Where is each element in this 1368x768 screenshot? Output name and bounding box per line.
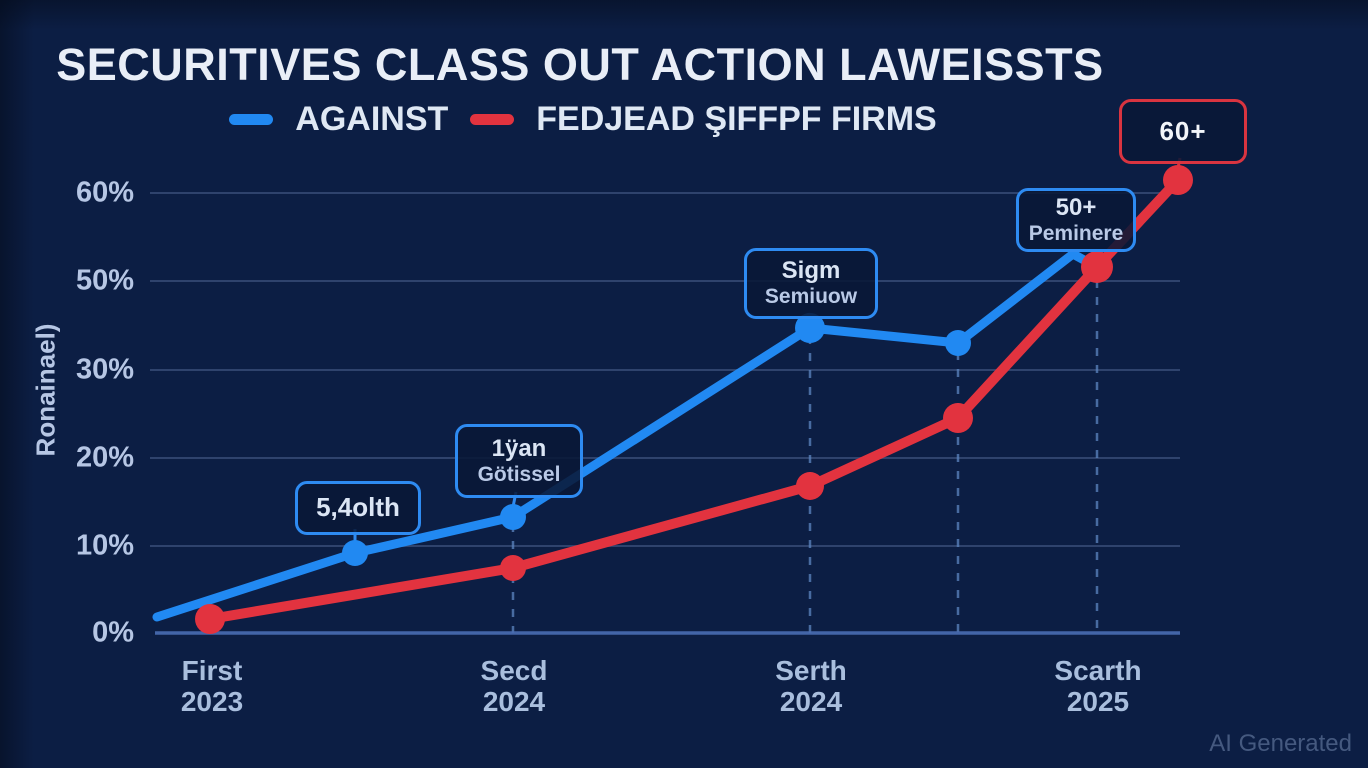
x-axis-label-line: Scarth	[1054, 655, 1142, 686]
series-firms-data-point-dot	[943, 403, 973, 433]
series-against-line	[152, 249, 1100, 622]
series-firms-data-point-dot	[195, 604, 225, 634]
chart-title: SECURITIVES CLASS OUT ACTION LAWEISSTS	[56, 39, 1104, 90]
x-axis-label-line: Serth	[775, 655, 847, 686]
chart-legend: AGAINST FEDJEAD ŞIFFPF FIRMS	[0, 100, 1160, 139]
callout-annotation: 50+ Peminere	[1016, 188, 1136, 252]
x-axis-label-line: 2023	[180, 686, 244, 717]
callout-text-line: Peminere	[1028, 221, 1124, 245]
callout-text-line: 5,4olth	[316, 492, 400, 523]
series-firms-data-point-dot	[1163, 165, 1193, 195]
x-axis-label-line: 2024	[482, 686, 546, 717]
series-against-data-point-dot	[945, 330, 971, 356]
chart-header: SECURITIVES CLASS OUT ACTION LAWEISSTS A…	[0, 42, 1160, 139]
callout-annotation: 1ÿan Götissel	[455, 424, 583, 498]
x-axis-label-line: 2024	[779, 686, 843, 717]
callout-text-line: Semiuow	[764, 285, 858, 309]
legend-label-firms: FEDJEAD ŞIFFPF FIRMS	[536, 100, 937, 138]
legend-label-against: AGAINST	[295, 100, 449, 138]
callout-text-line: 50+	[1055, 193, 1097, 221]
y-axis-title: Ronainael)	[30, 323, 61, 457]
y-axis-tick-label: 60%	[75, 176, 134, 209]
callout-annotation: Sigm Semiuow	[744, 248, 878, 319]
y-axis-tick-label: 50%	[75, 264, 134, 297]
legend-swatch-against-icon	[229, 114, 274, 125]
series-firms-data-point-dot	[1081, 251, 1113, 283]
x-axis-label-line: Secd	[480, 655, 548, 686]
series-against-data-point-dot	[342, 540, 368, 566]
y-axis-tick-label: 0%	[92, 616, 134, 649]
x-axis-label-line: 2025	[1066, 686, 1130, 717]
callout-text-line: 1ÿan	[491, 434, 547, 462]
callout-text-line: 60+	[1159, 115, 1207, 146]
x-axis-label: First 2023	[181, 655, 243, 717]
max-value-badge: 60+	[1119, 99, 1247, 164]
callout-text-line: Götissel	[477, 462, 561, 486]
x-axis-label-line: First	[181, 655, 243, 686]
callout-annotation: 5,4olth	[295, 481, 421, 535]
y-axis-tick-label: 20%	[75, 441, 134, 474]
series-firms-data-point-dot	[796, 472, 824, 500]
y-axis-tick-label: 10%	[75, 529, 134, 562]
x-axis-label: Scarth 2025	[1054, 655, 1141, 717]
x-axis-label: Serth 2024	[775, 655, 847, 717]
legend-swatch-firms-icon	[470, 114, 515, 125]
x-axis-label: Secd 2024	[481, 655, 548, 717]
series-against-data-point-dot	[500, 504, 526, 530]
series-firms-data-point-dot	[500, 555, 526, 581]
y-axis-tick-label: 30%	[75, 353, 134, 386]
callout-text-line: Sigm	[781, 257, 841, 285]
ai-generated-watermark: AI Generated	[1209, 730, 1352, 757]
